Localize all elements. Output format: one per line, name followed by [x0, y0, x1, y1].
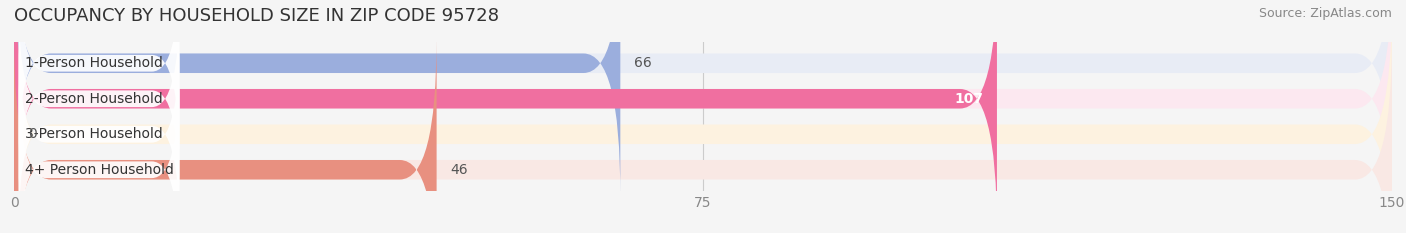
Text: 1-Person Household: 1-Person Household: [25, 56, 163, 70]
Text: 107: 107: [955, 92, 983, 106]
FancyBboxPatch shape: [18, 72, 180, 233]
FancyBboxPatch shape: [14, 0, 1392, 231]
Text: 3-Person Household: 3-Person Household: [25, 127, 163, 141]
Text: Source: ZipAtlas.com: Source: ZipAtlas.com: [1258, 7, 1392, 20]
FancyBboxPatch shape: [14, 0, 620, 195]
FancyBboxPatch shape: [14, 0, 1392, 195]
Text: 46: 46: [450, 163, 468, 177]
Text: 2-Person Household: 2-Person Household: [25, 92, 163, 106]
Text: 0: 0: [28, 127, 37, 141]
FancyBboxPatch shape: [18, 0, 180, 161]
Text: 66: 66: [634, 56, 652, 70]
FancyBboxPatch shape: [14, 0, 997, 231]
Text: OCCUPANCY BY HOUSEHOLD SIZE IN ZIP CODE 95728: OCCUPANCY BY HOUSEHOLD SIZE IN ZIP CODE …: [14, 7, 499, 25]
FancyBboxPatch shape: [18, 36, 180, 233]
FancyBboxPatch shape: [14, 2, 1392, 233]
Text: 4+ Person Household: 4+ Person Household: [25, 163, 174, 177]
FancyBboxPatch shape: [18, 0, 180, 197]
FancyBboxPatch shape: [14, 38, 437, 233]
FancyBboxPatch shape: [14, 38, 1392, 233]
